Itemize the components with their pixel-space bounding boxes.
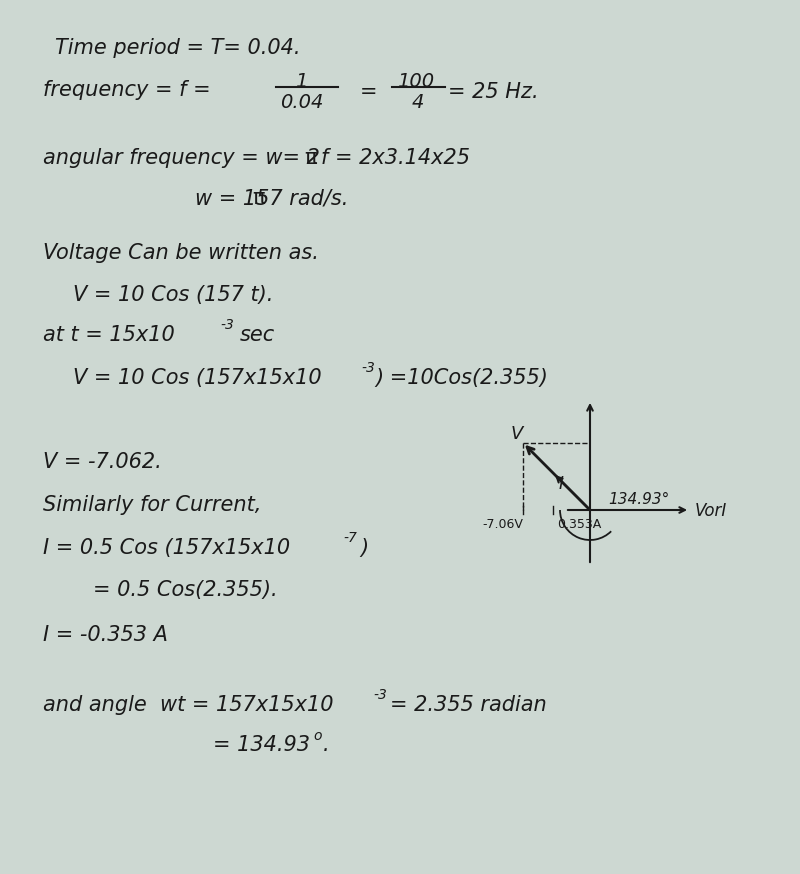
- Text: and angle  wt = 157x15x10: and angle wt = 157x15x10: [43, 695, 334, 715]
- Text: = 25 Hz.: = 25 Hz.: [448, 82, 538, 102]
- Text: .: .: [323, 735, 330, 755]
- Text: V = 10 Cos (157 t).: V = 10 Cos (157 t).: [73, 285, 274, 305]
- Text: ): ): [360, 538, 368, 558]
- Text: o: o: [313, 729, 322, 743]
- Text: 4: 4: [412, 93, 424, 112]
- Text: 1: 1: [295, 72, 307, 91]
- Text: -7.06V: -7.06V: [482, 518, 523, 531]
- Text: Similarly for Current,: Similarly for Current,: [43, 495, 262, 515]
- Text: V = -7.062.: V = -7.062.: [43, 452, 162, 472]
- Text: π: π: [252, 188, 265, 208]
- Text: -3: -3: [373, 688, 387, 702]
- Text: V: V: [511, 425, 523, 443]
- Text: -7: -7: [343, 531, 357, 545]
- Text: =: =: [360, 82, 378, 102]
- Text: frequency = f =: frequency = f =: [43, 80, 210, 100]
- Text: = 0.5 Cos(2.355).: = 0.5 Cos(2.355).: [93, 580, 278, 600]
- Text: π: π: [304, 148, 317, 168]
- Text: at t = 15x10: at t = 15x10: [43, 325, 174, 345]
- Text: -3: -3: [220, 318, 234, 332]
- Text: I = 0.5 Cos (157x15x10: I = 0.5 Cos (157x15x10: [43, 538, 290, 558]
- Text: angular frequency = w= 2: angular frequency = w= 2: [43, 148, 320, 168]
- Text: -3: -3: [361, 361, 375, 375]
- Text: Voltage Can be written as.: Voltage Can be written as.: [43, 243, 319, 263]
- Text: w = 157 rad/s.: w = 157 rad/s.: [195, 188, 348, 208]
- Text: 0.04: 0.04: [280, 93, 323, 112]
- Text: ) =10Cos(2.355): ) =10Cos(2.355): [375, 368, 548, 388]
- Text: I = -0.353 A: I = -0.353 A: [43, 625, 168, 645]
- Text: 0.353A: 0.353A: [557, 518, 602, 531]
- Text: V = 10 Cos (157x15x10: V = 10 Cos (157x15x10: [73, 368, 322, 388]
- Text: 134.93°: 134.93°: [608, 492, 670, 507]
- Text: sec: sec: [240, 325, 275, 345]
- Text: f = 2x3.14x25: f = 2x3.14x25: [321, 148, 470, 168]
- Text: = 134.93: = 134.93: [213, 735, 310, 755]
- Text: 100: 100: [397, 72, 434, 91]
- Text: VorI: VorI: [695, 502, 727, 520]
- Text: = 2.355 radian: = 2.355 radian: [390, 695, 546, 715]
- Text: Time period = T= 0.04.: Time period = T= 0.04.: [55, 38, 301, 58]
- Text: I: I: [558, 475, 563, 493]
